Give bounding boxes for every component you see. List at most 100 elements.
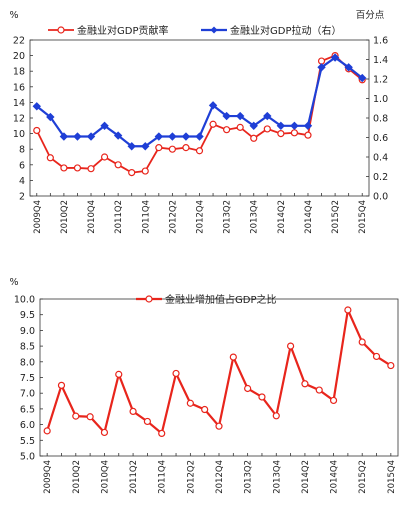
data-point-share — [315, 386, 323, 394]
y-left-tick-label: 6 — [19, 160, 25, 171]
data-point-pull — [32, 102, 41, 111]
x-tick-label: 2014Q4 — [330, 460, 340, 494]
data-point-share — [344, 306, 352, 314]
y-right-tick-label: 1.6 — [373, 36, 388, 47]
y-tick-label: 7.0 — [20, 389, 35, 400]
y-tick-label: 9.5 — [20, 310, 35, 321]
y-left-tick-label: 8 — [19, 145, 25, 156]
data-point-pull — [303, 121, 313, 131]
y-left-tick-label: 16 — [13, 82, 25, 93]
data-point-share — [229, 353, 237, 361]
data-point-pull — [154, 132, 164, 141]
data-point-pull — [276, 121, 286, 131]
y-left-tick-label: 20 — [13, 51, 25, 62]
data-point-pull — [168, 132, 177, 141]
x-tick-label: 2011Q2 — [114, 200, 124, 234]
y-right-tick-label: 0.0 — [373, 192, 388, 203]
legend-marker-share — [145, 295, 153, 303]
data-point-share — [244, 384, 252, 393]
data-point-share — [387, 361, 395, 370]
y-right-axis-label: 百分点 — [356, 10, 385, 21]
legend-label-pull: 金融业对GDP拉动（右） — [230, 24, 341, 37]
data-point-pull — [195, 132, 204, 141]
data-point-pull — [358, 73, 367, 83]
y-tick-label: 10.0 — [14, 295, 35, 306]
data-point-contribution — [168, 145, 176, 153]
y-right-tick-label: 0.2 — [373, 172, 388, 183]
data-point-share — [129, 407, 137, 416]
x-tick-label: 2015Q4 — [387, 460, 397, 494]
data-point-contribution — [73, 164, 82, 172]
y-tick-label: 7.5 — [20, 373, 35, 384]
y-right-tick-label: 0.6 — [373, 133, 388, 144]
data-point-share — [172, 369, 180, 378]
data-point-contribution — [100, 153, 109, 161]
x-tick-label: 2013Q2 — [223, 200, 233, 234]
x-tick-label: 2010Q4 — [100, 460, 110, 494]
data-point-pull — [86, 132, 96, 141]
data-point-share — [158, 429, 166, 437]
data-point-share — [201, 405, 209, 414]
x-tick-label: 2011Q2 — [129, 460, 139, 494]
data-point-contribution — [223, 126, 231, 134]
y-left-tick-label: 12 — [13, 114, 25, 125]
data-point-contribution — [250, 134, 258, 142]
y-tick-label: 8.5 — [20, 342, 35, 353]
data-point-pull — [141, 142, 150, 151]
x-tick-label: 2011Q4 — [158, 460, 168, 494]
data-point-share — [358, 338, 366, 346]
y-left-tick-label: 2 — [19, 192, 25, 203]
y-left-tick-label: 18 — [13, 67, 25, 78]
data-point-share — [115, 370, 123, 378]
x-tick-label: 2010Q2 — [72, 460, 82, 494]
data-point-share — [43, 427, 51, 435]
data-point-share — [372, 352, 381, 361]
data-point-share — [86, 413, 94, 421]
data-point-pull — [249, 121, 258, 131]
data-point-share — [258, 393, 266, 401]
y-right-tick-label: 1.2 — [373, 75, 388, 86]
legend-marker-pull — [210, 26, 218, 34]
y-tick-label: 9.0 — [20, 326, 35, 337]
y-left-tick-label: 4 — [19, 176, 25, 187]
x-tick-label: 2011Q4 — [141, 200, 151, 234]
x-tick-label: 2013Q2 — [244, 460, 254, 494]
x-tick-label: 2012Q4 — [215, 460, 225, 494]
x-tick-label: 2012Q4 — [196, 200, 206, 234]
x-tick-label: 2014Q2 — [301, 460, 311, 494]
chart-2-legend: 金融业增加值占GDP之比 — [136, 293, 276, 306]
chart-2: 5.0 5.5 6.0 6.5 7.0 7.5 8.0 8.5 9.0 9.5 10.0% 2009Q… — [9, 277, 399, 494]
x-tick-label: 2015Q2 — [331, 200, 341, 234]
y-tick-label: 5.5 — [20, 436, 35, 447]
data-point-contribution — [46, 154, 54, 162]
legend-label-share: 金融业增加值占GDP之比 — [165, 293, 276, 306]
y-axis-label: % — [9, 277, 18, 288]
data-point-contribution — [128, 169, 136, 177]
data-point-contribution — [141, 167, 149, 175]
data-point-contribution — [60, 164, 68, 172]
data-point-contribution — [209, 120, 217, 128]
data-point-share — [143, 417, 151, 426]
data-point-contribution — [236, 123, 244, 131]
x-tick-label: 2012Q2 — [168, 200, 178, 234]
data-point-pull — [46, 112, 55, 122]
data-point-contribution — [114, 161, 122, 169]
chart-1-legend: 金融业对GDP贡献率 金融业对GDP拉动（右） — [48, 24, 341, 37]
chart-1: 2 4 6 8 10 12 14 16 18 20 22 0.0 0.2 0.4 0.6 0.8 1.0 1.2 1… — [9, 10, 388, 234]
x-tick-label: 2013Q4 — [272, 460, 282, 494]
data-point-pull — [208, 101, 218, 110]
data-point-pull — [317, 63, 326, 72]
data-point-contribution — [87, 165, 95, 173]
data-point-pull — [59, 132, 69, 141]
data-point-share — [301, 380, 309, 388]
y-right-tick-label: 0.8 — [373, 114, 388, 125]
data-point-pull — [235, 111, 245, 121]
data-point-share — [329, 396, 338, 405]
x-tick-label: 2009Q4 — [33, 200, 43, 234]
data-point-pull — [290, 121, 299, 131]
x-tick-label: 2010Q2 — [60, 200, 70, 234]
chart-1-frame — [29, 39, 370, 197]
data-point-share — [72, 412, 80, 420]
